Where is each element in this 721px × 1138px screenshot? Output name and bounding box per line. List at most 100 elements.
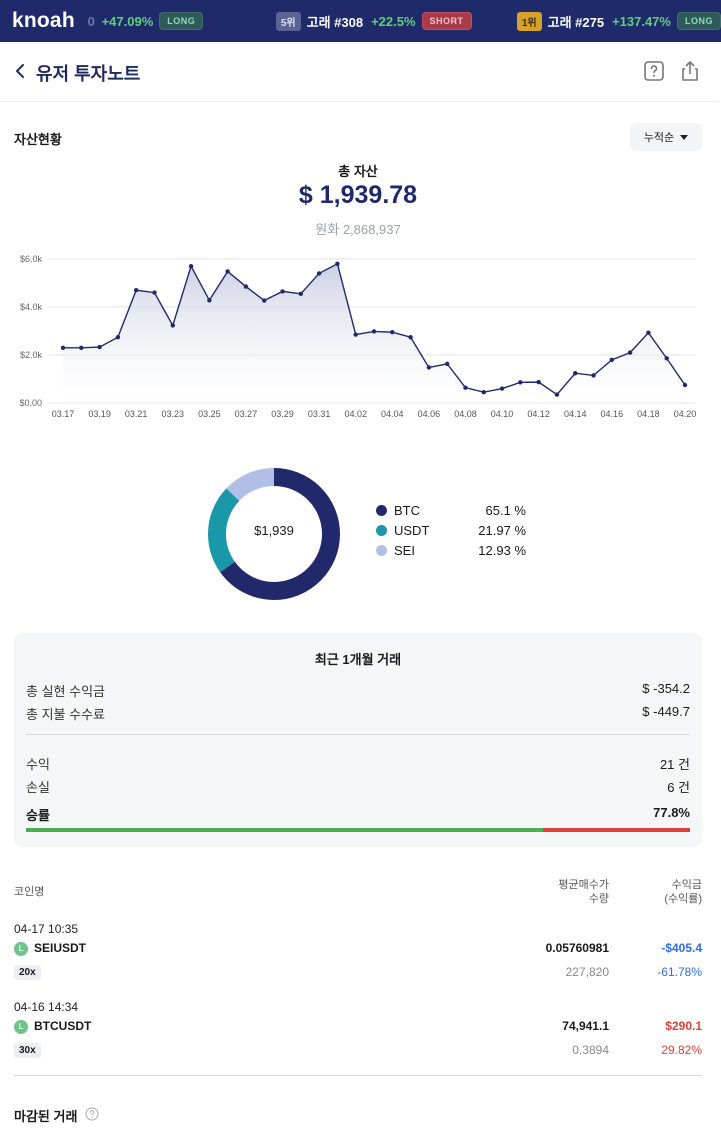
ticker-item[interactable]: 1위 고래 #275 +137.47% LONG bbox=[516, 11, 721, 31]
chevron-left-icon[interactable] bbox=[14, 63, 26, 79]
help-icon[interactable] bbox=[642, 59, 666, 83]
legend-pct: 12.93 % bbox=[478, 542, 526, 558]
legend-item: USDT 21.97 % bbox=[376, 520, 526, 540]
section-title: 자산현황 bbox=[14, 132, 62, 147]
data-point bbox=[335, 261, 340, 266]
app-logo[interactable]: knoah bbox=[12, 9, 75, 32]
x-tick-label: 03.21 bbox=[125, 409, 148, 419]
page-header: 유저 투자노트 bbox=[0, 42, 719, 102]
help-circle-icon[interactable] bbox=[85, 1107, 99, 1121]
donut-segment-usdt bbox=[208, 468, 340, 600]
x-tick-label: 04.02 bbox=[344, 409, 367, 419]
ticker-item[interactable]: 5위 고래 #308 +22.5% SHORT bbox=[275, 11, 495, 31]
data-point bbox=[591, 373, 596, 378]
long-side-badge: L bbox=[14, 942, 28, 956]
total-asset-krw: 원화 2,868,937 bbox=[315, 222, 401, 237]
long-badge: LONG bbox=[676, 12, 721, 30]
page-title: 유저 투자노트 bbox=[36, 64, 141, 84]
data-point bbox=[554, 392, 560, 397]
loss-count: 6 건 bbox=[667, 780, 690, 795]
ticker-bar: knoah 0 +47.09% LONG 5위 고래 #308 +22.5% S… bbox=[0, 0, 721, 42]
x-tick-label: 03.23 bbox=[161, 409, 184, 419]
ticker-fragment: 0 bbox=[87, 13, 95, 29]
winrate-loss-bar bbox=[543, 828, 690, 832]
col-header-pnl-line1: 수익금 bbox=[671, 879, 702, 891]
col-header-coin: 코인명 bbox=[14, 886, 45, 898]
data-point bbox=[280, 289, 285, 294]
data-point bbox=[573, 371, 578, 376]
quantity: 0.3894 bbox=[572, 1043, 609, 1057]
data-point bbox=[481, 390, 486, 395]
leverage-badge: 20x bbox=[14, 965, 41, 980]
y-tick-label: $2.0k bbox=[20, 350, 43, 360]
legend-dot bbox=[376, 504, 387, 516]
ticker-name: 고래 #308 bbox=[306, 14, 364, 30]
x-tick-label: 04.06 bbox=[418, 409, 441, 419]
pnl-pct: -61.78% bbox=[657, 965, 702, 979]
donut-center-value: $1,939 bbox=[254, 523, 294, 538]
x-tick-label: 04.18 bbox=[637, 409, 660, 419]
sort-dropdown[interactable]: 누적순 bbox=[630, 123, 702, 151]
y-tick-label: $4.0k bbox=[20, 302, 43, 312]
data-point bbox=[371, 329, 377, 334]
x-tick-label: 04.10 bbox=[491, 409, 514, 419]
legend-dot bbox=[376, 524, 387, 536]
short-badge: SHORT bbox=[421, 12, 472, 30]
legend-pct: 65.1 % bbox=[485, 502, 526, 518]
sort-label: 누적순 bbox=[643, 132, 675, 144]
share-icon[interactable] bbox=[678, 59, 702, 83]
winrate-label: 승률 bbox=[26, 808, 50, 823]
avg-price: 74,941.1 bbox=[562, 1019, 609, 1033]
closed-trades-title: 마감된 거래 bbox=[14, 1109, 78, 1124]
data-point bbox=[152, 290, 157, 295]
pnl-value: -$405.4 bbox=[661, 941, 702, 955]
winrate-win-bar bbox=[26, 828, 543, 832]
legend-dot bbox=[376, 544, 387, 556]
data-point bbox=[170, 323, 175, 328]
trade-time: 04-16 14:34 bbox=[14, 1000, 79, 1014]
fee-row: 총 지불 수수료 $ -449.7 bbox=[26, 704, 690, 723]
x-tick-label: 04.12 bbox=[527, 409, 550, 419]
loss-count-row: 손실 6 건 bbox=[26, 777, 690, 796]
long-badge: LONG bbox=[159, 12, 204, 30]
caret-down-icon bbox=[680, 134, 689, 140]
x-tick-label: 04.16 bbox=[601, 409, 624, 419]
x-tick-label: 03.29 bbox=[271, 409, 294, 419]
avg-price: 0.05760981 bbox=[545, 941, 609, 955]
profit-count-row: 수익 21 건 bbox=[26, 754, 690, 773]
realized-pnl-row: 총 실현 수익금 $ -354.2 bbox=[26, 681, 690, 700]
data-point bbox=[627, 350, 633, 355]
card-title: 최근 1개월 거래 bbox=[314, 652, 402, 667]
data-point bbox=[60, 345, 66, 350]
data-point bbox=[353, 332, 358, 337]
data-point bbox=[79, 345, 84, 350]
data-point bbox=[97, 344, 102, 350]
divider bbox=[14, 1075, 702, 1076]
leverage-badge: 30x bbox=[14, 1043, 41, 1058]
data-point bbox=[408, 335, 413, 340]
data-point bbox=[225, 269, 230, 274]
data-point bbox=[518, 380, 523, 385]
data-point bbox=[536, 379, 541, 385]
rank-badge: 1위 bbox=[516, 11, 542, 31]
total-asset-value: $ 1,939.78 bbox=[298, 181, 418, 209]
winrate-row: 승률 77.8% bbox=[26, 805, 690, 824]
pnl-value: $290.1 bbox=[665, 1019, 702, 1033]
fee-label: 총 지불 수수료 bbox=[26, 707, 105, 722]
total-asset-label: 총 자산 bbox=[338, 164, 378, 179]
col-header-pnl: 수익금 (수익률) bbox=[620, 878, 702, 906]
ticker-item[interactable]: +47.09% LONG bbox=[102, 12, 251, 30]
y-tick-label: $6.0k bbox=[20, 254, 43, 264]
rank-badge: 5위 bbox=[275, 11, 301, 31]
data-point bbox=[646, 330, 651, 335]
legend-item: BTC 65.1 % bbox=[376, 500, 526, 520]
data-point bbox=[115, 335, 121, 340]
fee-value: $ -449.7 bbox=[642, 704, 690, 719]
x-tick-label: 04.14 bbox=[564, 409, 587, 419]
legend-name: USDT bbox=[394, 522, 430, 538]
col-header-pnl-line2: (수익률) bbox=[664, 893, 702, 905]
data-point bbox=[188, 264, 194, 269]
col-header-avg: 평균매수가 수량 bbox=[500, 878, 609, 906]
realized-pnl-label: 총 실현 수익금 bbox=[26, 684, 105, 699]
winrate-value: 77.8% bbox=[653, 805, 690, 820]
